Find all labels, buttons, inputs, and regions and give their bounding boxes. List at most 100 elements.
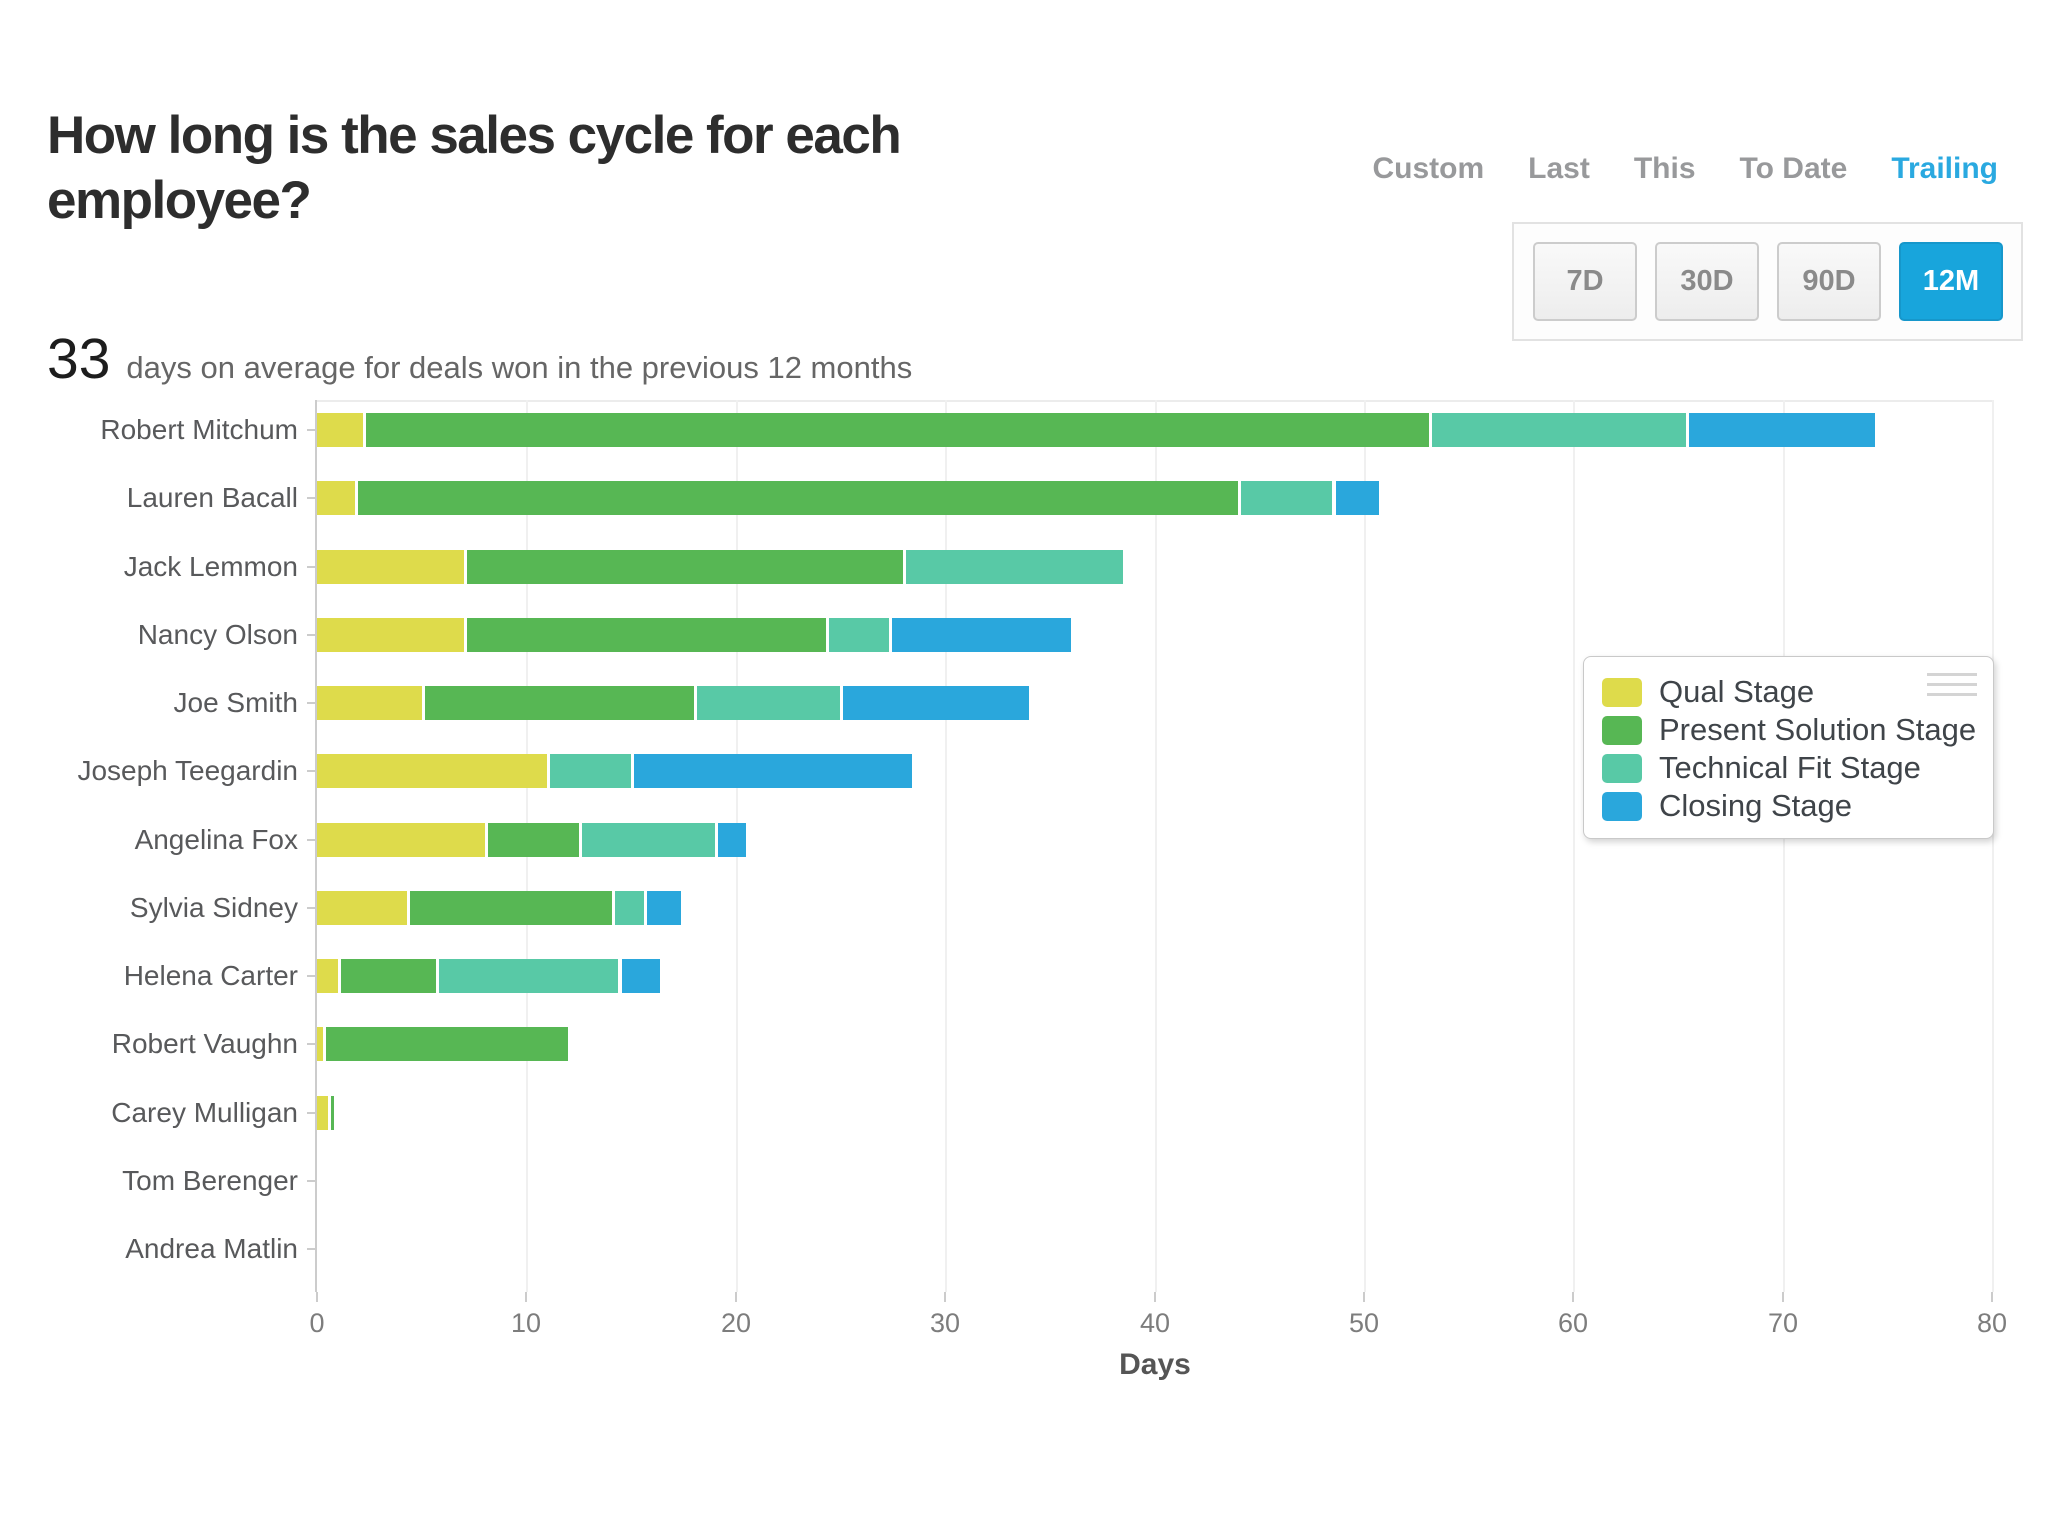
range-button-group: 7D 30D 90D 12M — [1512, 222, 2023, 341]
category-tick-joseph-teegardin — [307, 770, 315, 772]
legend-label-qual-stage: Qual Stage — [1659, 674, 1815, 709]
bar-segment-technical-fit-stage-robert-mitchum[interactable] — [1428, 413, 1687, 447]
bar-segment-closing-stage-helena-carter[interactable] — [618, 959, 661, 993]
bar-segment-qual-stage-sylvia-sidney[interactable] — [317, 891, 407, 925]
bar-segment-qual-stage-joe-smith[interactable] — [317, 686, 422, 720]
legend: Qual Stage Present Solution Stage Technica… — [1583, 656, 1994, 839]
category-tick-robert-mitchum — [307, 429, 315, 431]
bar-segment-present-solution-stage-nancy-olson[interactable] — [463, 618, 826, 652]
gridline-day-70 — [1783, 400, 1785, 1292]
bar-segment-qual-stage-lauren-bacall[interactable] — [317, 481, 355, 515]
legend-item-closing-stage[interactable]: Closing Stage — [1602, 787, 1993, 825]
x-tick-label-day-50: 50 — [1348, 1308, 1380, 1338]
range-button-12m[interactable]: 12M — [1899, 242, 2003, 321]
bar-segment-qual-stage-angelina-fox[interactable] — [317, 823, 485, 857]
bar-segment-technical-fit-stage-joseph-teegardin[interactable] — [547, 754, 632, 788]
bar-segment-present-solution-stage-joe-smith[interactable] — [421, 686, 694, 720]
x-tick-label-day-10: 10 — [510, 1308, 542, 1338]
legend-swatch-technical-fit-stage — [1602, 753, 1642, 783]
legend-label-present-solution-stage: Present Solution Stage — [1659, 712, 1977, 747]
x-tick-day-30 — [944, 1292, 946, 1302]
bar-segment-present-solution-stage-robert-vaughn[interactable] — [323, 1027, 569, 1061]
legend-swatch-qual-stage — [1602, 677, 1642, 707]
bar-segment-qual-stage-robert-vaughn[interactable] — [317, 1027, 324, 1061]
category-label-andrea-matlin: Andrea Matlin — [125, 1233, 298, 1264]
bar-segment-present-solution-stage-carey-mulligan[interactable] — [327, 1096, 334, 1130]
bar-segment-present-solution-stage-jack-lemmon[interactable] — [463, 550, 904, 584]
bar-segment-technical-fit-stage-angelina-fox[interactable] — [578, 823, 715, 857]
category-label-joseph-teegardin: Joseph Teegardin — [77, 755, 298, 786]
gridline-day-30 — [945, 400, 947, 1292]
x-tick-day-20 — [735, 1292, 737, 1302]
bar-segment-closing-stage-sylvia-sidney[interactable] — [643, 891, 682, 925]
category-tick-sylvia-sidney — [307, 907, 315, 909]
x-tick-day-70 — [1782, 1292, 1784, 1302]
bar-segment-present-solution-stage-sylvia-sidney[interactable] — [407, 891, 613, 925]
tab-trailing[interactable]: Trailing — [1891, 152, 1998, 185]
legend-item-qual-stage[interactable]: Qual Stage — [1602, 673, 1993, 711]
range-button-7d[interactable]: 7D — [1533, 242, 1637, 321]
x-tick-day-50 — [1363, 1292, 1365, 1302]
x-axis-title: Days — [1119, 1348, 1191, 1381]
gridline-day-50 — [1364, 400, 1366, 1292]
legend-label-technical-fit-stage: Technical Fit Stage — [1659, 750, 1921, 785]
legend-item-technical-fit-stage[interactable]: Technical Fit Stage — [1602, 749, 1993, 787]
tab-last[interactable]: Last — [1528, 152, 1590, 185]
bar-segment-qual-stage-nancy-olson[interactable] — [317, 618, 464, 652]
tab-to-date[interactable]: To Date — [1739, 152, 1848, 185]
bar-segment-qual-stage-carey-mulligan[interactable] — [317, 1096, 328, 1130]
bar-segment-closing-stage-nancy-olson[interactable] — [888, 618, 1071, 652]
bar-segment-technical-fit-stage-lauren-bacall[interactable] — [1238, 481, 1333, 515]
legend-label-closing-stage: Closing Stage — [1659, 788, 1853, 823]
x-tick-day-60 — [1572, 1292, 1574, 1302]
bar-segment-present-solution-stage-helena-carter[interactable] — [337, 959, 437, 993]
bar-segment-closing-stage-robert-mitchum[interactable] — [1686, 413, 1875, 447]
bar-segment-qual-stage-jack-lemmon[interactable] — [317, 550, 464, 584]
tab-custom[interactable]: Custom — [1372, 152, 1485, 185]
category-label-lauren-bacall: Lauren Bacall — [126, 482, 298, 513]
bar-segment-closing-stage-joe-smith[interactable] — [840, 686, 1029, 720]
bar-segment-closing-stage-lauren-bacall[interactable] — [1332, 481, 1379, 515]
bar-segment-closing-stage-angelina-fox[interactable] — [714, 823, 747, 857]
bar-segment-present-solution-stage-angelina-fox[interactable] — [484, 823, 579, 857]
bar-segment-qual-stage-helena-carter[interactable] — [317, 959, 338, 993]
legend-menu-icon[interactable] — [1927, 673, 1977, 703]
category-label-joe-smith: Joe Smith — [173, 687, 299, 718]
y-axis-line — [315, 400, 317, 1292]
metric-value: 33 — [47, 327, 111, 391]
category-tick-lauren-bacall — [307, 497, 315, 499]
range-button-90d[interactable]: 90D — [1777, 242, 1881, 321]
gridline-day-80 — [1992, 400, 1994, 1292]
category-label-sylvia-sidney: Sylvia Sidney — [129, 892, 298, 923]
legend-item-present-solution-stage[interactable]: Present Solution Stage — [1602, 711, 1993, 749]
bar-segment-qual-stage-robert-mitchum[interactable] — [317, 413, 364, 447]
range-button-30d[interactable]: 30D — [1655, 242, 1759, 321]
bar-segment-technical-fit-stage-helena-carter[interactable] — [436, 959, 619, 993]
category-label-nancy-olson: Nancy Olson — [137, 619, 298, 650]
x-tick-label-day-80: 80 — [1976, 1308, 2008, 1338]
bar-segment-technical-fit-stage-nancy-olson[interactable] — [825, 618, 889, 652]
bar-segment-closing-stage-joseph-teegardin[interactable] — [631, 754, 912, 788]
x-tick-day-40 — [1154, 1292, 1156, 1302]
category-tick-joe-smith — [307, 702, 315, 704]
bar-segment-technical-fit-stage-joe-smith[interactable] — [693, 686, 841, 720]
gridline-day-40 — [1155, 400, 1157, 1292]
plot-top-border — [317, 400, 1992, 402]
category-label-robert-vaughn: Robert Vaughn — [111, 1028, 298, 1059]
x-tick-label-day-60: 60 — [1557, 1308, 1589, 1338]
x-tick-day-0 — [316, 1292, 318, 1302]
category-tick-andrea-matlin — [307, 1248, 315, 1250]
bar-segment-present-solution-stage-lauren-bacall[interactable] — [354, 481, 1239, 515]
category-tick-carey-mulligan — [307, 1112, 315, 1114]
x-tick-label-day-0: 0 — [309, 1308, 325, 1338]
category-label-helena-carter: Helena Carter — [123, 960, 298, 991]
metric-subtitle: 33 days on average for deals won in the … — [47, 326, 912, 392]
bar-segment-technical-fit-stage-sylvia-sidney[interactable] — [612, 891, 644, 925]
bar-segment-qual-stage-joseph-teegardin[interactable] — [317, 754, 548, 788]
tab-this[interactable]: This — [1633, 152, 1696, 185]
bar-segment-present-solution-stage-robert-mitchum[interactable] — [363, 413, 1429, 447]
legend-swatch-present-solution-stage — [1602, 715, 1642, 745]
legend-items: Qual Stage Present Solution Stage Technica… — [1602, 673, 1993, 825]
bar-segment-technical-fit-stage-jack-lemmon[interactable] — [903, 550, 1124, 584]
